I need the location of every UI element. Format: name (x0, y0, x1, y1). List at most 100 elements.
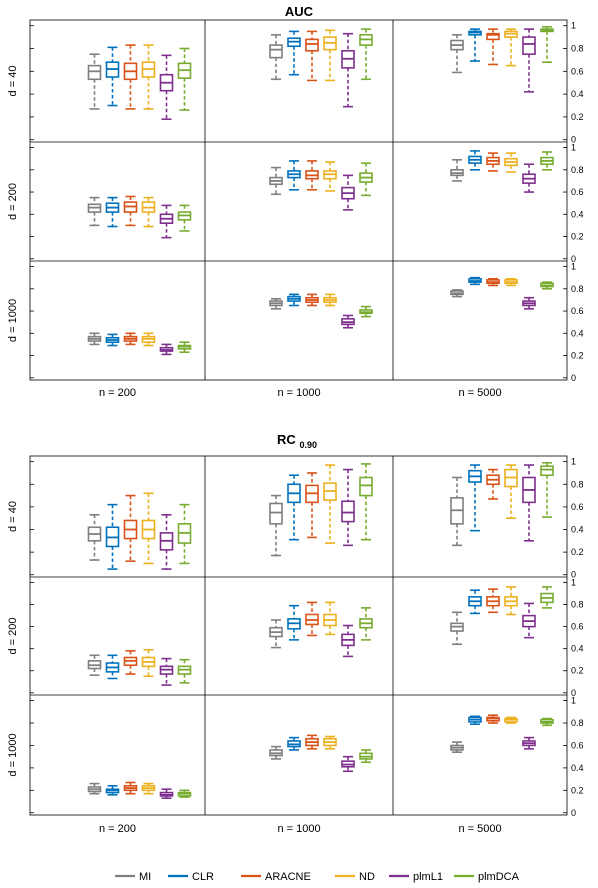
y-tick-label: 0.8 (571, 600, 584, 610)
column-label: n = 200 (99, 387, 136, 399)
box-ARACNE (486, 468, 500, 500)
y-tick-label: 0.8 (571, 479, 584, 489)
box-ND (323, 601, 337, 636)
box-plmDCA (359, 28, 373, 81)
y-tick-label: 1 (571, 457, 576, 467)
box-plmDCA (177, 503, 192, 565)
box-plmL1 (159, 343, 174, 356)
box-MI (450, 476, 464, 547)
box-ND (323, 161, 337, 192)
box-CLR (105, 654, 120, 680)
box-ARACNE (123, 195, 138, 227)
box-plmDCA (177, 204, 192, 232)
y-tick-label: 0.6 (571, 502, 584, 512)
box-plmDCA (359, 607, 373, 641)
y-tick-label: 0.4 (571, 644, 584, 654)
box-plmDCA (359, 305, 373, 318)
box-ARACNE (305, 601, 319, 637)
box-plmDCA (540, 151, 554, 171)
y-tick-label: 0.8 (571, 284, 584, 294)
plot-frame (29, 19, 568, 381)
auc-figure: AUC d = 40 0 0.2 0.4 0.6 0.8 1 d = 200 0 0.2 0.4 0.… (7, 4, 584, 399)
y-tick-label: 0.8 (571, 165, 584, 175)
box-ARACNE (123, 494, 138, 562)
box-MI (269, 166, 283, 196)
box-ND (323, 293, 337, 307)
box-ND (141, 782, 156, 795)
legend-label: ND (359, 871, 375, 883)
legend-item-ND: ND (335, 871, 375, 883)
y-tick-label: 0.6 (571, 306, 584, 316)
box-CLR (468, 589, 482, 615)
legend: MI CLR ARACNE ND plmL1 plmDCA (115, 871, 520, 883)
box-iqr (486, 32, 500, 41)
box-CLR (468, 464, 482, 532)
y-tick-label: 1 (571, 696, 576, 706)
box-MI (269, 34, 283, 81)
box-ARACNE (123, 44, 138, 110)
box-MI (450, 34, 464, 74)
box-ARACNE (486, 277, 500, 287)
row-label: d = 1000 (7, 299, 19, 342)
box-MI (269, 494, 283, 557)
box-ARACNE (305, 472, 319, 539)
column-label: n = 1000 (277, 823, 320, 835)
box-ARACNE (486, 28, 500, 66)
box-ARACNE (305, 160, 319, 191)
y-tick-label: 0.4 (571, 328, 584, 338)
box-CLR (287, 474, 301, 541)
box-iqr (87, 64, 102, 81)
box-iqr (359, 476, 373, 497)
legend-label: plmL1 (413, 871, 443, 883)
box-ND (141, 332, 156, 347)
box-ND (504, 464, 518, 519)
legend-label: MI (139, 871, 151, 883)
y-tick-label: 0.4 (571, 763, 584, 773)
box-plmDCA (540, 26, 554, 63)
plot-frame (29, 455, 568, 816)
box-CLR (105, 196, 120, 228)
box-ARACNE (486, 588, 500, 614)
y-tick-label: 0 (571, 254, 576, 264)
box-MI (450, 158, 464, 182)
row-label: d = 1000 (7, 733, 19, 776)
box-CLR (105, 333, 120, 347)
box-ND (323, 735, 337, 750)
box-plmL1 (159, 788, 174, 799)
box-ND (141, 196, 156, 228)
legend-item-ARACNE: ARACNE (241, 871, 311, 883)
box-plmL1 (522, 602, 536, 639)
box-ARACNE (305, 30, 319, 82)
box-plmDCA (177, 658, 192, 684)
box-CLR (287, 30, 301, 76)
row-label: d = 200 (7, 183, 19, 220)
box-CLR (287, 293, 301, 307)
column-label: n = 200 (99, 823, 136, 835)
y-tick-label: 1 (571, 21, 576, 31)
row-label: d = 40 (7, 501, 19, 532)
box-plmL1 (159, 204, 174, 239)
y-tick-label: 0 (571, 688, 576, 698)
box-ARACNE (305, 734, 319, 750)
y-tick-label: 0.2 (571, 666, 584, 676)
legend-item-plmDCA: plmDCA (454, 871, 520, 883)
box-MI (87, 332, 102, 346)
y-tick-label: 0.6 (571, 66, 584, 76)
box-MI (87, 782, 102, 795)
y-tick-label: 0.2 (571, 112, 584, 122)
box-ND (323, 29, 337, 82)
box-ND (323, 464, 337, 544)
box-MI (87, 53, 102, 110)
rc-title-main: RC (277, 432, 296, 447)
box-ARACNE (486, 714, 500, 724)
box-plmDCA (359, 463, 373, 541)
rc-figure: RC 0.90 d = 40 0 0.2 0.4 0.6 0.8 1 d = 200 0 0.2 0… (7, 432, 584, 835)
box-plmL1 (522, 736, 536, 750)
box-MI (269, 619, 283, 649)
box-iqr (522, 36, 536, 56)
box-ARACNE (123, 650, 138, 675)
box-plmDCA (359, 162, 373, 197)
y-tick-label: 0.8 (571, 718, 584, 728)
box-ARACNE (123, 781, 138, 795)
box-plmDCA (540, 461, 554, 518)
